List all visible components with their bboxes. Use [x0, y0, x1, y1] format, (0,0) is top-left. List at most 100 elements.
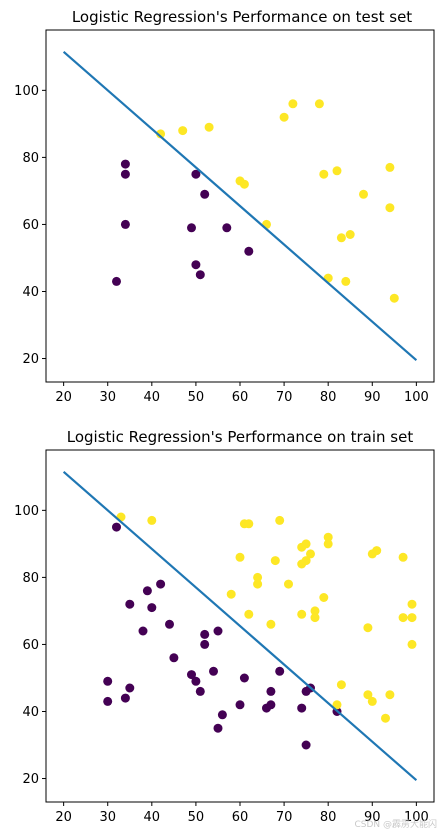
data-point-class-1 — [301, 556, 311, 566]
chart-title: Logistic Regression's Performance on tra… — [67, 428, 414, 446]
data-point-class-1 — [332, 700, 342, 710]
data-point-class-1 — [385, 162, 395, 172]
data-point-class-0 — [200, 639, 210, 649]
x-tick-label: 50 — [188, 390, 205, 405]
data-point-class-0 — [235, 700, 245, 710]
axis-ticks: 20 30 40 50 60 70 80 90 100 20 40 60 80 100 — [14, 84, 429, 405]
data-point-class-0 — [275, 666, 285, 676]
data-point-class-1 — [398, 613, 408, 623]
x-tick-label: 100 — [404, 390, 429, 405]
data-point-class-1 — [319, 169, 329, 179]
data-point-class-0 — [187, 223, 196, 233]
data-point-class-0 — [301, 740, 311, 750]
data-point-class-0 — [125, 683, 135, 693]
y-tick-label: 60 — [22, 218, 39, 233]
data-point-class-0 — [191, 260, 201, 270]
x-tick-label: 30 — [99, 810, 116, 825]
data-point-class-0 — [165, 619, 174, 629]
y-tick-label: 20 — [22, 772, 39, 787]
x-tick-label: 80 — [320, 810, 337, 825]
data-point-class-1 — [363, 690, 373, 700]
data-point-class-1 — [323, 532, 333, 542]
x-tick-label: 70 — [276, 390, 293, 405]
y-tick-label: 60 — [22, 638, 39, 653]
data-point-class-1 — [244, 609, 254, 619]
y-tick-label: 20 — [22, 352, 39, 367]
data-point-class-1 — [288, 99, 298, 109]
data-point-class-0 — [125, 599, 135, 609]
chart-title: Logistic Regression's Performance on tes… — [72, 8, 412, 26]
data-point-class-0 — [200, 629, 210, 639]
x-tick-label: 90 — [364, 390, 381, 405]
data-point-class-0 — [195, 686, 205, 696]
y-tick-label: 100 — [14, 504, 39, 519]
data-point-class-1 — [270, 556, 280, 566]
data-point-class-1 — [204, 122, 214, 132]
data-point-class-0 — [266, 700, 276, 710]
data-point-class-0 — [103, 696, 113, 706]
data-point-class-0 — [297, 703, 307, 713]
data-point-class-0 — [209, 666, 218, 676]
x-tick-label: 80 — [320, 390, 337, 405]
data-point-class-1 — [310, 606, 320, 616]
data-point-class-1 — [385, 690, 395, 700]
data-point-class-1 — [297, 609, 307, 619]
data-point-class-0 — [120, 693, 130, 703]
data-point-class-0 — [191, 676, 201, 686]
data-point-class-1 — [389, 293, 399, 303]
data-point-class-1 — [275, 515, 285, 525]
x-tick-label: 70 — [276, 810, 293, 825]
data-point-class-0 — [222, 223, 232, 233]
x-tick-label: 20 — [55, 390, 72, 405]
decision-boundary-line — [62, 470, 418, 782]
data-point-class-1 — [147, 515, 157, 525]
axis-ticks: 20 30 40 50 60 70 80 90 100 20 40 60 80 100 — [14, 504, 429, 825]
plot-area — [62, 470, 418, 782]
x-tick-label: 100 — [404, 810, 429, 825]
data-point-class-0 — [266, 686, 276, 696]
x-tick-label: 60 — [232, 810, 249, 825]
data-point-class-1 — [385, 203, 395, 213]
data-point-class-0 — [213, 723, 223, 733]
data-point-class-1 — [235, 552, 245, 562]
data-point-class-1 — [319, 593, 329, 602]
x-tick-label: 40 — [144, 810, 161, 825]
data-point-class-1 — [244, 519, 254, 529]
data-point-class-0 — [147, 603, 157, 613]
data-point-class-0 — [191, 169, 201, 179]
x-tick-label: 50 — [188, 810, 205, 825]
data-point-class-1 — [372, 546, 382, 556]
data-point-class-1 — [407, 613, 417, 623]
data-point-class-1 — [367, 696, 377, 706]
data-point-class-1 — [345, 230, 355, 239]
plot-area — [62, 50, 418, 362]
x-tick-label: 30 — [99, 390, 116, 405]
data-point-class-1 — [314, 99, 324, 109]
data-point-class-0 — [213, 626, 223, 636]
data-point-class-0 — [138, 626, 148, 636]
data-point-class-1 — [336, 680, 346, 690]
data-point-class-1 — [301, 539, 311, 549]
data-point-class-1 — [266, 619, 276, 629]
data-point-class-0 — [120, 159, 130, 169]
data-point-class-0 — [187, 670, 196, 680]
data-point-class-1 — [284, 579, 293, 589]
data-point-class-1 — [336, 233, 346, 243]
data-point-class-1 — [398, 552, 408, 562]
data-point-class-0 — [195, 270, 205, 280]
data-point-class-0 — [120, 219, 130, 229]
y-tick-label: 80 — [22, 571, 39, 586]
data-point-class-1 — [332, 166, 342, 176]
y-tick-label: 100 — [14, 84, 39, 99]
data-point-class-1 — [407, 599, 417, 609]
data-point-class-0 — [169, 653, 179, 663]
data-point-class-0 — [112, 522, 121, 532]
x-tick-label: 60 — [232, 390, 249, 405]
y-tick-label: 40 — [22, 705, 39, 720]
x-tick-label: 40 — [144, 390, 161, 405]
data-point-class-0 — [217, 710, 227, 720]
data-point-class-1 — [253, 572, 263, 582]
x-tick-label: 20 — [55, 810, 72, 825]
data-point-class-0 — [239, 673, 249, 683]
